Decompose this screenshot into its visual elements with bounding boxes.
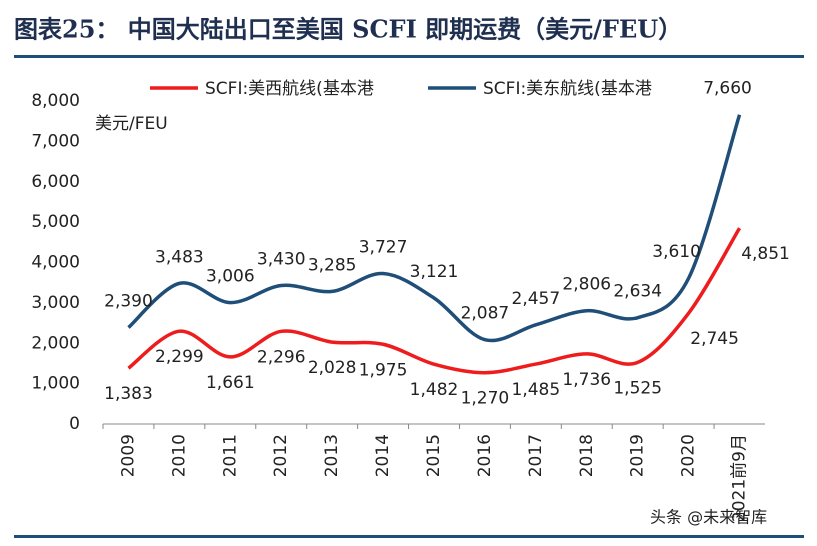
y-tick-label: 3,000 bbox=[31, 293, 80, 313]
x-tick-label: 2012 bbox=[271, 434, 291, 477]
x-tick-label: 2016 bbox=[475, 434, 495, 477]
legend-label: SCFI:美西航线(基本港 bbox=[205, 79, 374, 99]
data-label: 3,430 bbox=[257, 250, 306, 270]
y-tick-label: 4,000 bbox=[31, 253, 80, 273]
x-tick-label: 2009 bbox=[118, 434, 138, 477]
data-label: 2,806 bbox=[562, 275, 611, 295]
data-label: 3,006 bbox=[206, 267, 255, 287]
series-line bbox=[127, 227, 742, 375]
chart-title: 图表25： 中国大陆出口至美国 SCFI 即期运费（美元/FEU） bbox=[14, 15, 682, 44]
y-tick-label: 0 bbox=[69, 414, 80, 434]
y-tick-label: 2,000 bbox=[31, 333, 80, 353]
y-tick-label: 5,000 bbox=[31, 212, 80, 232]
y-axis-label: 美元/FEU bbox=[95, 114, 168, 134]
data-label: 3,727 bbox=[359, 238, 408, 258]
x-tick-label: 2021前9月 bbox=[730, 434, 750, 522]
data-label: 2,296 bbox=[257, 347, 306, 367]
x-tick-label: 2015 bbox=[424, 434, 444, 477]
data-label: 1,525 bbox=[613, 378, 662, 398]
watermark: 头条 @未来智库 bbox=[650, 508, 767, 527]
bottom-rule bbox=[14, 535, 804, 538]
x-tick-label: 2017 bbox=[526, 434, 546, 477]
title-rule bbox=[14, 55, 804, 58]
data-label: 1,482 bbox=[410, 380, 459, 400]
x-tick-label: 2010 bbox=[169, 434, 189, 477]
y-tick-label: 7,000 bbox=[31, 131, 80, 151]
y-tick-label: 6,000 bbox=[31, 172, 80, 192]
x-tick-label: 2019 bbox=[628, 434, 648, 477]
series-line bbox=[127, 114, 742, 343]
x-tick-label: 2011 bbox=[220, 434, 240, 477]
data-label: 2,634 bbox=[613, 282, 662, 302]
data-label: 7,660 bbox=[703, 79, 752, 99]
data-label: 2,087 bbox=[461, 304, 510, 324]
data-label: 3,121 bbox=[410, 262, 459, 282]
data-label: 1,975 bbox=[359, 360, 408, 380]
data-label: 2,299 bbox=[155, 347, 204, 367]
data-label: 3,285 bbox=[308, 255, 357, 275]
data-label: 2,745 bbox=[690, 329, 739, 349]
legend-label: SCFI:美东航线(基本港 bbox=[483, 79, 652, 99]
x-tick-label: 2020 bbox=[679, 434, 699, 477]
y-tick-label: 1,000 bbox=[31, 374, 80, 394]
data-label: 1,736 bbox=[562, 370, 611, 390]
data-label: 2,028 bbox=[308, 358, 357, 378]
x-tick-label: 2013 bbox=[322, 434, 342, 477]
data-label: 3,610 bbox=[652, 242, 701, 262]
data-label: 4,851 bbox=[741, 244, 790, 264]
data-label: 1,661 bbox=[206, 373, 255, 393]
data-label: 2,390 bbox=[104, 292, 153, 312]
y-tick-label: 8,000 bbox=[31, 91, 80, 111]
x-tick-label: 2018 bbox=[577, 434, 597, 477]
data-label: 1,270 bbox=[461, 389, 510, 409]
data-label: 2,457 bbox=[512, 289, 561, 309]
data-label: 1,485 bbox=[512, 380, 561, 400]
data-label: 1,383 bbox=[104, 384, 153, 404]
x-tick-label: 2014 bbox=[373, 434, 393, 477]
data-label: 3,483 bbox=[155, 247, 204, 267]
